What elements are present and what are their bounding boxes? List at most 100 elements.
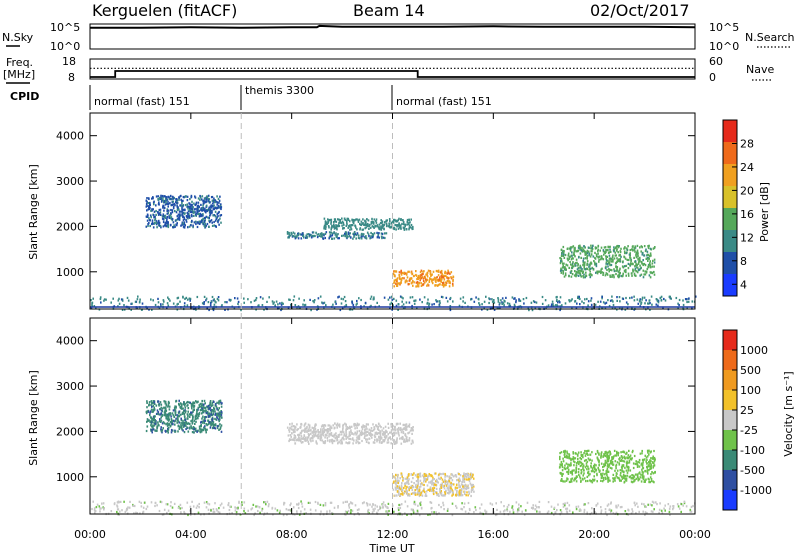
data-cell [168, 423, 170, 426]
data-cell [380, 235, 383, 238]
data-cell [165, 403, 168, 406]
data-cell [351, 218, 353, 221]
data-cell [360, 298, 362, 302]
data-cell [412, 284, 414, 287]
data-cell [186, 203, 189, 206]
data-cell [190, 411, 192, 414]
data-cell [576, 302, 578, 305]
data-cell [561, 252, 563, 255]
data-cell [682, 299, 684, 302]
data-cell [381, 223, 384, 226]
data-cell [624, 257, 627, 260]
data-cell [213, 303, 216, 306]
data-cell [195, 429, 197, 432]
data-cell [231, 512, 233, 515]
data-cell [608, 463, 611, 466]
data-cell [383, 232, 386, 235]
data-cell [579, 269, 581, 272]
data-cell [196, 401, 199, 404]
data-cell [624, 308, 627, 311]
data-cell [469, 473, 472, 476]
data-cell [446, 272, 449, 275]
data-cell [475, 508, 477, 512]
data-cell [338, 433, 341, 436]
data-cell [424, 494, 427, 497]
data-cell [599, 249, 601, 252]
data-cell [614, 454, 616, 457]
data-cell [330, 231, 332, 234]
data-cell [649, 302, 651, 305]
data-cell [354, 225, 357, 228]
data-cell [416, 488, 418, 491]
data-cell [128, 506, 131, 509]
data-cell [182, 411, 185, 414]
data-cell [444, 492, 447, 495]
data-cell [600, 268, 602, 271]
data-cell [559, 463, 561, 466]
data-cell [192, 226, 194, 229]
data-cell [203, 301, 205, 304]
data-cell [387, 502, 390, 505]
data-cell [183, 217, 186, 221]
data-cell [604, 246, 607, 249]
data-cell [323, 224, 326, 227]
data-cell [615, 467, 617, 470]
data-cell [608, 254, 611, 257]
data-cell [419, 298, 421, 301]
data-cell [575, 264, 577, 267]
data-cell [210, 424, 212, 427]
data-cell [611, 462, 613, 465]
data-cell [379, 430, 381, 433]
data-cell [228, 508, 231, 512]
data-cell [614, 247, 617, 250]
data-cell [360, 237, 363, 240]
data-cell [348, 431, 351, 434]
data-cell [102, 502, 105, 505]
data-cell [342, 298, 345, 301]
data-cell [591, 246, 593, 249]
data-cell [157, 213, 160, 216]
data-cell [193, 419, 196, 422]
data-cell [564, 302, 567, 305]
data-cell [150, 216, 152, 219]
data-cell [218, 223, 220, 226]
data-cell [216, 297, 219, 300]
data-cell [398, 480, 400, 483]
data-cell [399, 277, 401, 281]
data-cell [384, 433, 386, 436]
data-cell [618, 254, 620, 257]
data-cell [419, 491, 421, 494]
data-cell [651, 500, 654, 503]
data-cell [684, 298, 687, 301]
data-cell [568, 266, 570, 269]
data-cell [200, 408, 203, 411]
data-cell [372, 423, 374, 426]
data-cell [152, 424, 154, 427]
data-cell [692, 504, 694, 508]
data-cell [633, 274, 636, 277]
data-cell [525, 296, 528, 300]
data-cell [582, 264, 584, 267]
data-cell [575, 270, 578, 274]
data-cell [168, 298, 170, 301]
data-cell [431, 479, 434, 482]
data-cell [157, 423, 159, 426]
data-cell [262, 297, 264, 300]
data-cell [198, 414, 200, 417]
data-cell [193, 221, 196, 224]
data-cell [650, 295, 653, 298]
data-cell [271, 300, 274, 303]
data-cell [416, 509, 419, 512]
data-cell [202, 214, 204, 217]
data-cell [182, 407, 184, 410]
data-cell [154, 501, 157, 505]
data-cell [150, 416, 152, 419]
data-cell [110, 301, 112, 304]
data-cell [162, 421, 165, 424]
data-cell [649, 262, 651, 265]
data-cell [158, 201, 160, 204]
data-cell [198, 427, 201, 430]
data-cell [568, 275, 570, 278]
data-cell [211, 221, 213, 224]
data-cell [217, 418, 220, 421]
